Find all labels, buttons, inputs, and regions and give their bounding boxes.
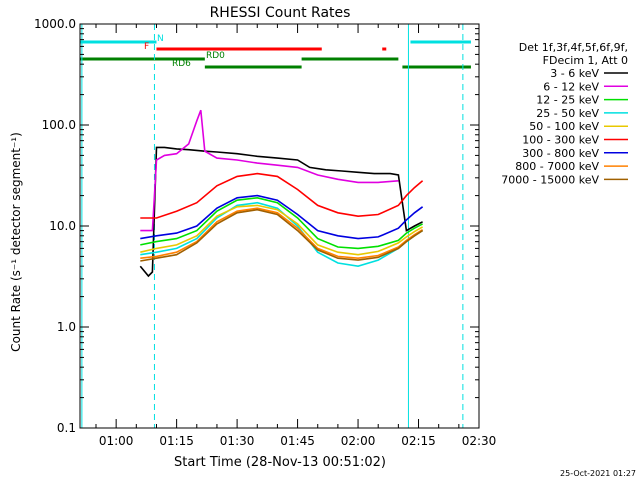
y-tick-label: 1000.0 [34, 17, 76, 31]
flag-label-rd6: RD6 [172, 59, 191, 69]
legend-entry-label: 50 - 100 keV [529, 120, 599, 133]
legend-entry-label: 25 - 50 keV [536, 107, 599, 120]
x-tick-label: 01:00 [99, 434, 134, 448]
y-tick-label: 100.0 [42, 118, 76, 132]
y-tick-label: 0.1 [57, 421, 76, 435]
legend-entry-label: 300 - 800 keV [522, 147, 599, 160]
timestamp: 25-Oct-2021 01:27 [560, 469, 636, 478]
y-tick-label: 10.0 [49, 219, 76, 233]
legend-entry-label: 12 - 25 keV [536, 94, 599, 107]
flag-bars: NF RD0 RD6 [80, 34, 471, 69]
legend-entry-label: 800 - 7000 keV [515, 160, 599, 173]
series-line-9 [140, 208, 424, 262]
x-tick-label: 01:45 [280, 434, 315, 448]
x-tick-label: 02:30 [462, 434, 497, 448]
x-tick-label: 02:00 [341, 434, 376, 448]
chart-title: RHESSI Count Rates [210, 5, 351, 21]
legend-entry-label: 100 - 300 keV [522, 134, 599, 147]
x-tick-label: 01:15 [159, 434, 194, 448]
x-tick-label: 02:15 [401, 434, 436, 448]
series-line-5 [140, 204, 424, 256]
flag-label-n: N [157, 34, 164, 44]
y-axis-label: Count Rate (s⁻¹ detector segment⁻¹) [9, 132, 23, 352]
legend-header-line-1: Det 1f,3f,4f,5f,6f,9f, [519, 41, 628, 54]
series-line-3 [140, 196, 423, 250]
legend-entry-label: 7000 - 15000 keV [501, 173, 599, 186]
legend-entry-label: 6 - 12 keV [543, 80, 599, 93]
flag-label-f: F [144, 42, 149, 52]
legend-header-line-2: FDecim 1, Att 0 [543, 54, 628, 67]
series-line-8 [140, 207, 424, 260]
legend: Det 1f,3f,4f,5f,6f,9f,FDecim 1, Att 03 -… [501, 41, 628, 186]
series-line-1 [139, 146, 423, 278]
series-lines [139, 109, 424, 278]
series-line-6 [140, 172, 424, 219]
x-axis-label: Start Time (28-Nov-13 00:51:02) [174, 455, 386, 470]
series-line-7 [140, 194, 424, 240]
y-tick-label: 1.0 [57, 320, 76, 334]
flag-label-rd0: RD0 [206, 51, 225, 61]
x-tick-label: 01:30 [220, 434, 255, 448]
legend-entry-label: 3 - 6 keV [550, 67, 599, 80]
series-line-2 [140, 109, 399, 232]
